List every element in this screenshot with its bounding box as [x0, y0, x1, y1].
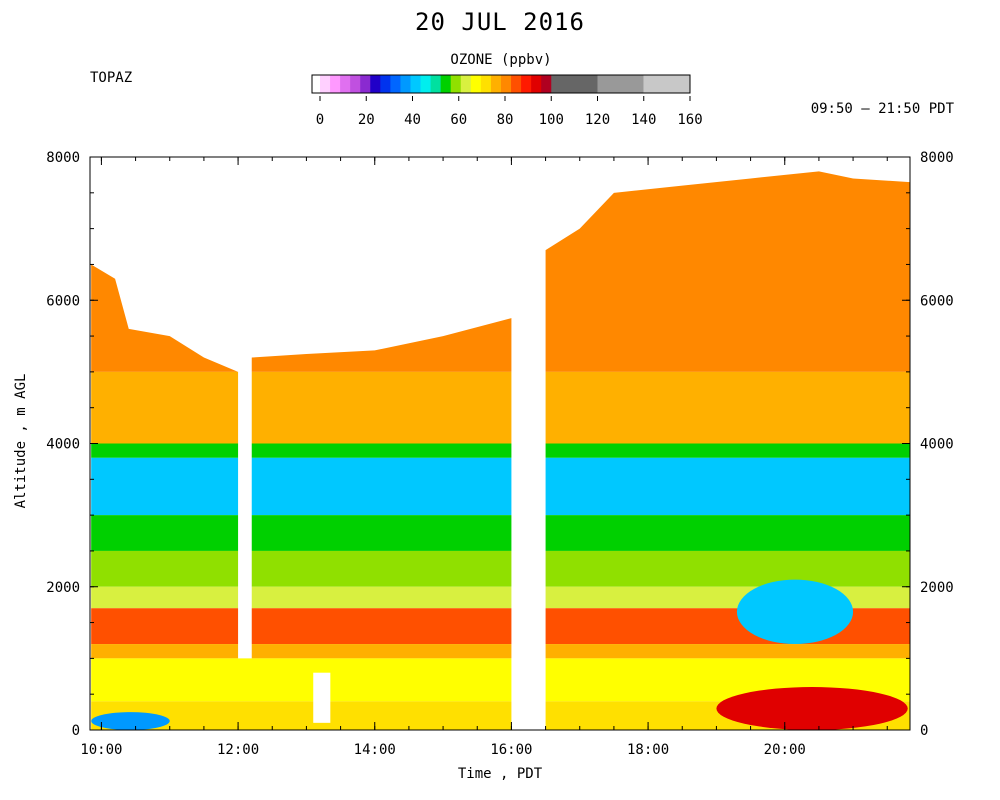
colorbar-cell	[320, 75, 331, 93]
colorbar-cell	[521, 75, 532, 93]
colorbar-tick-label: 120	[585, 112, 610, 128]
x-tick-label: 16:00	[490, 742, 532, 758]
ozone-field	[91, 171, 910, 730]
data-gap	[313, 672, 331, 723]
colorbar-cell	[511, 75, 522, 93]
colorbar-cell	[410, 75, 422, 93]
axes: 0 0 2000 2000 4000 4000 6000 6000 8000 8000 10:00 1…	[46, 150, 953, 758]
plot-area	[91, 157, 910, 730]
colorbar-cell	[330, 75, 341, 93]
colorbar-title: OZONE (ppbv)	[450, 52, 552, 68]
colorbar-tick-label: 140	[631, 112, 656, 128]
colorbar-cell	[312, 75, 320, 93]
y-tick-label: 4000	[46, 437, 80, 453]
ozone-layer	[91, 515, 910, 551]
colorbar-cell	[643, 75, 690, 93]
colorbar-tick-label: 100	[539, 112, 564, 128]
y-tick-label: 2000	[920, 580, 954, 596]
colorbar-cell	[440, 75, 452, 93]
ozone-layer	[91, 457, 910, 516]
colorbar-cell	[340, 75, 351, 93]
ozone-layer	[91, 171, 910, 372]
x-tick-label: 18:00	[627, 742, 669, 758]
colorbar-cell	[551, 75, 598, 93]
colorbar-cell	[460, 75, 472, 93]
colorbar-tick-label: 0	[316, 112, 324, 128]
x-tick-label: 10:00	[80, 742, 122, 758]
y-tick-label: 0	[920, 723, 928, 739]
colorbar-cell	[350, 75, 361, 93]
colorbar-cell	[597, 75, 644, 93]
colorbar: 0 20 40 60 80 100 120 140 160	[311, 74, 703, 128]
ozone-feature	[91, 712, 170, 730]
colorbar-cell	[450, 75, 462, 93]
colorbar-cell	[400, 75, 411, 93]
ozone-feature	[716, 687, 908, 730]
colorbar-cell	[430, 75, 442, 93]
y-tick-label: 8000	[920, 150, 954, 166]
colorbar-cell	[390, 75, 401, 93]
y-tick-label: 6000	[920, 293, 954, 309]
chart-title: 20 JUL 2016	[415, 8, 585, 36]
ozone-layer	[91, 371, 910, 444]
colorbar-cell	[380, 75, 391, 93]
colorbar-cell	[480, 75, 492, 93]
x-tick-label: 20:00	[764, 742, 806, 758]
colorbar-tick-label: 160	[677, 112, 702, 128]
ozone-layer	[91, 550, 910, 587]
colorbar-tick-label: 20	[358, 112, 375, 128]
colorbar-tick-label: 60	[450, 112, 467, 128]
colorbar-tick-label: 40	[404, 112, 421, 128]
colorbar-cell	[420, 75, 432, 93]
y-tick-label: 0	[72, 723, 80, 739]
time-range-label: 09:50 – 21:50 PDT	[810, 101, 954, 117]
x-tick-label: 12:00	[217, 742, 259, 758]
colorbar-tick-label: 80	[497, 112, 514, 128]
colorbar-cell	[370, 75, 381, 93]
y-tick-label: 6000	[46, 293, 80, 309]
y-tick-label: 2000	[46, 580, 80, 596]
colorbar-cell	[490, 75, 502, 93]
colorbar-cell	[541, 75, 552, 93]
colorbar-cell	[500, 75, 512, 93]
colorbar-cell	[531, 75, 542, 93]
data-gap	[238, 157, 252, 659]
colorbar-cell	[470, 75, 482, 93]
y-tick-label: 4000	[920, 437, 954, 453]
ozone-layer	[91, 644, 910, 659]
ozone-layer	[91, 443, 910, 458]
y-tick-label: 8000	[46, 150, 80, 166]
ozone-layer	[91, 586, 910, 609]
colorbar-frame	[311, 74, 691, 94]
x-tick-label: 14:00	[354, 742, 396, 758]
data-gap	[511, 157, 546, 730]
x-axis-label: Time , PDT	[457, 766, 543, 782]
ozone-feature	[736, 579, 854, 645]
site-label: TOPAZ	[90, 70, 133, 86]
colorbar-cell	[360, 75, 371, 93]
